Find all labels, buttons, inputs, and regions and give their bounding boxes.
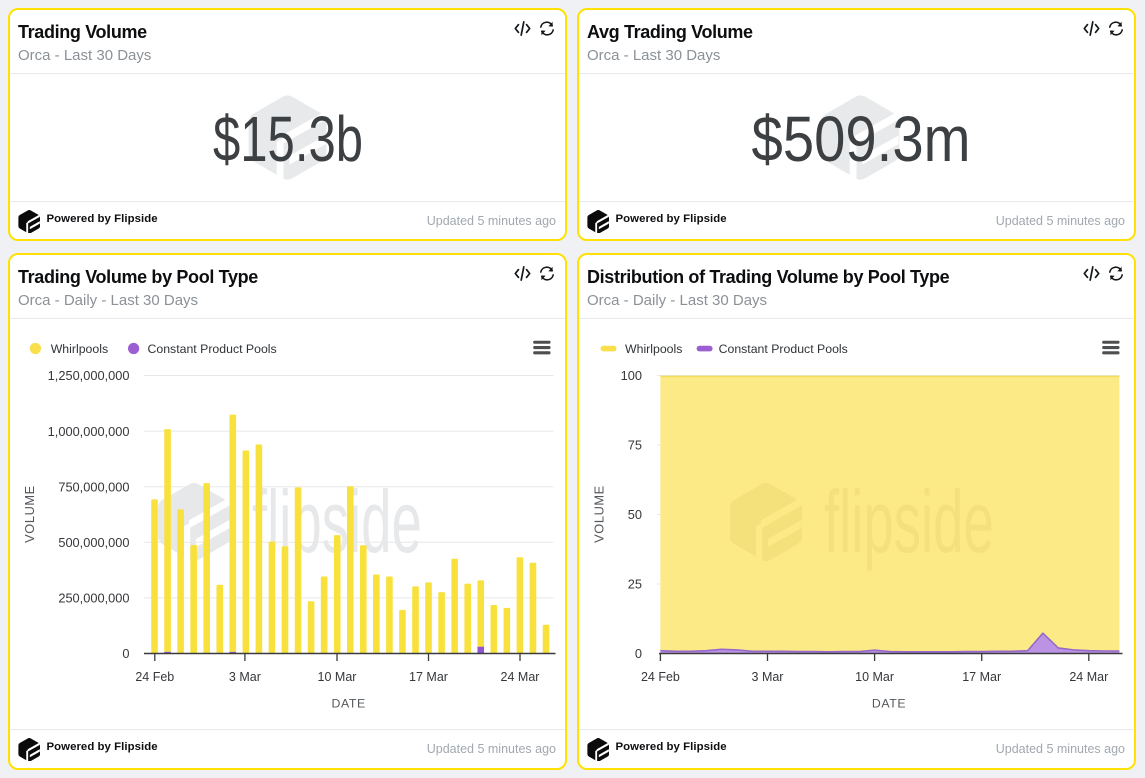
svg-text:750,000,000: 750,000,000 <box>58 479 129 494</box>
svg-text:17 Mar: 17 Mar <box>962 670 1001 684</box>
svg-text:75: 75 <box>628 438 642 453</box>
svg-text:10 Mar: 10 Mar <box>855 670 894 684</box>
svg-text:Constant Product Pools: Constant Product Pools <box>719 342 848 356</box>
svg-text:24 Feb: 24 Feb <box>135 670 174 684</box>
svg-text:VOLUME: VOLUME <box>591 485 606 543</box>
svg-text:3 Mar: 3 Mar <box>229 670 261 684</box>
svg-text:25: 25 <box>628 577 642 592</box>
svg-text:flipside: flipside <box>824 473 994 572</box>
svg-text:250,000,000: 250,000,000 <box>58 591 129 606</box>
svg-text:10 Mar: 10 Mar <box>318 670 357 684</box>
svg-text:24 Feb: 24 Feb <box>641 670 680 684</box>
svg-text:24 Mar: 24 Mar <box>1069 670 1108 684</box>
svg-text:VOLUME: VOLUME <box>22 485 37 543</box>
svg-text:17 Mar: 17 Mar <box>409 670 448 684</box>
svg-text:24 Mar: 24 Mar <box>501 670 540 684</box>
svg-text:100: 100 <box>621 368 642 383</box>
svg-text:1,250,000,000: 1,250,000,000 <box>48 368 130 383</box>
svg-text:DATE: DATE <box>332 697 366 711</box>
svg-text:50: 50 <box>628 507 642 522</box>
svg-text:500,000,000: 500,000,000 <box>58 535 129 550</box>
svg-text:Whirlpools: Whirlpools <box>51 342 108 356</box>
svg-text:0: 0 <box>635 646 642 661</box>
svg-text:1,000,000,000: 1,000,000,000 <box>48 424 130 439</box>
svg-text:3 Mar: 3 Mar <box>752 670 784 684</box>
svg-text:DATE: DATE <box>872 697 906 711</box>
svg-text:Constant Product Pools: Constant Product Pools <box>148 342 277 356</box>
svg-text:0: 0 <box>122 646 129 661</box>
svg-text:Whirlpools: Whirlpools <box>625 342 682 356</box>
